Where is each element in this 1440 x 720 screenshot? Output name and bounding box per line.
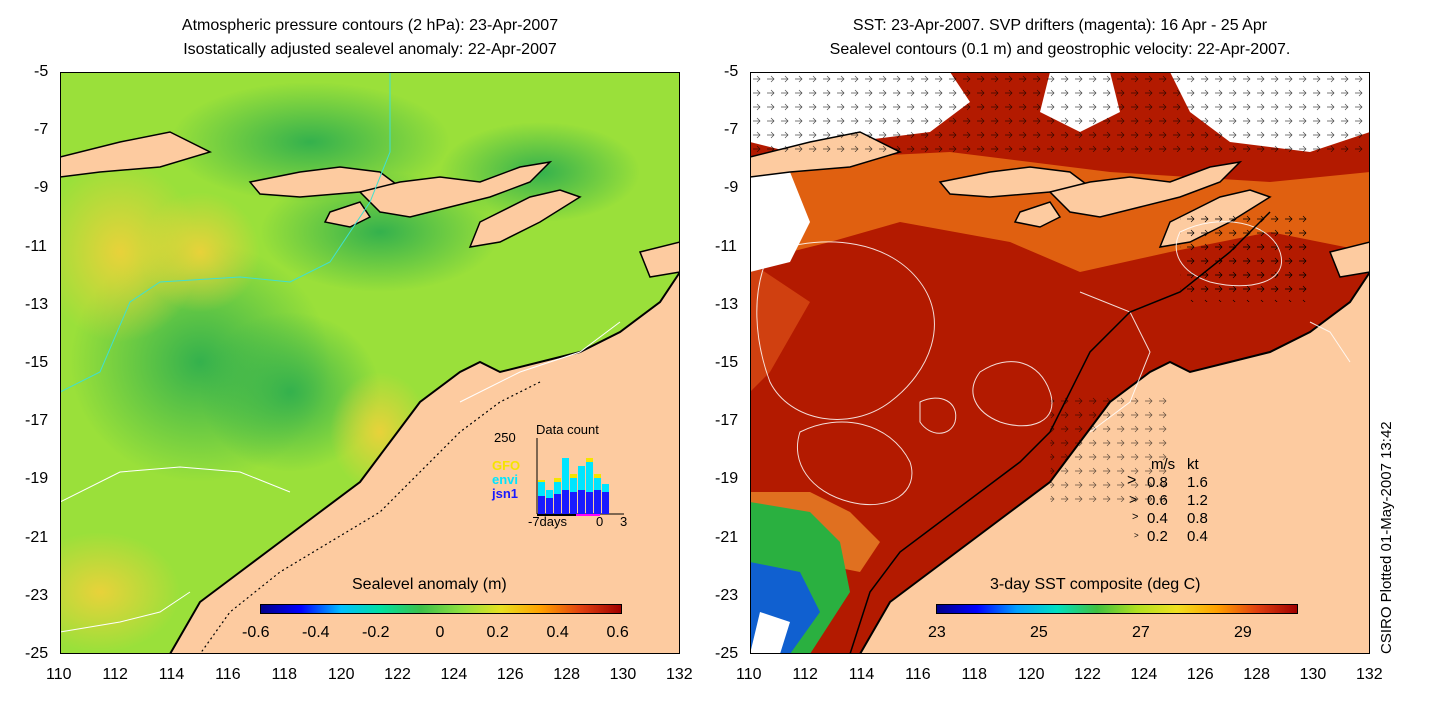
left-y-tick-label: -11	[25, 237, 47, 255]
right-x-tick-label: 130	[1299, 666, 1327, 683]
left-x-tick-label: 114	[158, 666, 185, 683]
right-y-tick-label: -11	[715, 237, 737, 255]
legend-envi: envi	[492, 472, 519, 487]
left-colorbar-tick: -0.4	[302, 624, 330, 641]
right-y-tick-label: -23	[715, 586, 739, 604]
right-colorbar-tick: 25	[1030, 624, 1048, 641]
right-x-tick-label: 120	[1017, 666, 1045, 683]
left-y-tick-label: -9	[34, 179, 49, 197]
left-y-tick-label: -19	[25, 470, 49, 488]
sst-map	[750, 72, 1370, 654]
velocity-ms: 0.6	[1147, 492, 1168, 509]
left-y-tick-label: -7	[34, 121, 49, 139]
velocity-ms: 0.4	[1147, 510, 1168, 527]
inset-xlabel-start: -7days	[528, 514, 568, 529]
right-x-tick-label: 116	[905, 666, 931, 683]
left-title-line1: Atmospheric pressure contours (2 hPa): 2…	[181, 17, 559, 34]
left-colorbar-tick: 0.4	[546, 624, 569, 641]
right-y-tick-label: -25	[715, 645, 739, 662]
velocity-legend-row-3: > 0.4 0.8	[1125, 510, 1255, 528]
left-colorbar-tick: 0.2	[486, 624, 509, 641]
left-y-tick-label: -5	[34, 63, 49, 80]
left-colorbar-tick: 0.6	[606, 624, 629, 641]
left-y-tick-label: -25	[25, 645, 49, 662]
velocity-kt: 1.6	[1187, 474, 1208, 491]
left-x-tick-label: 124	[440, 666, 468, 683]
inset-xlabel-end: 3	[620, 514, 628, 529]
velocity-arrow-icon: >	[1129, 491, 1138, 507]
left-x-tick-label: 132	[666, 666, 693, 683]
left-colorbar-tick: 0	[435, 624, 445, 641]
velocity-legend-row-2: > 0.6 1.2	[1125, 491, 1255, 510]
left-x-tick-label: 128	[553, 666, 580, 683]
velocity-kt: 0.8	[1187, 510, 1208, 527]
right-colorbar-tick: 29	[1234, 624, 1252, 641]
left-y-tick-label: -15	[25, 354, 49, 371]
right-x-tick-label: 132	[1356, 666, 1383, 683]
velocity-legend: m/s kt > 0.8 1.6 > 0.6 1.2 > 0.4 0.8 > 0…	[1125, 456, 1255, 546]
right-x-tick-label: 122	[1074, 666, 1101, 683]
right-colorbar	[936, 604, 1298, 614]
data-count-inset: Data count 250 GFO envi jsn1 -7days 0 3	[490, 420, 640, 530]
velocity-arrow-icon: >	[1132, 511, 1139, 523]
left-colorbar-tick: -0.2	[362, 624, 390, 641]
velocity-ms: 0.8	[1147, 474, 1168, 491]
left-colorbar-label: Sealevel anomaly (m)	[352, 576, 507, 593]
right-x-tick-label: 126	[1186, 666, 1214, 683]
credit-label: CSIRO Plotted 01-May-2007 13:42	[1378, 421, 1395, 654]
right-x-tick-label: 128	[1243, 666, 1270, 683]
right-y-tick-label: -19	[715, 470, 739, 488]
right-x-tick-label: 124	[1130, 666, 1158, 683]
right-y-tick-label: -15	[715, 354, 739, 371]
left-x-tick-label: 120	[327, 666, 355, 683]
left-y-tick-label: -21	[25, 528, 49, 546]
legend-gfo: GFO	[492, 458, 521, 473]
right-colorbar-tick: 27	[1132, 624, 1150, 641]
right-x-tick-label: 114	[848, 666, 875, 683]
right-x-tick-label: 110	[736, 666, 762, 683]
right-y-tick-label: -9	[724, 179, 739, 197]
right-colorbar-tick: 23	[928, 624, 946, 641]
data-count-ymax: 250	[494, 430, 516, 445]
right-title-line2: Sealevel contours (0.1 m) and geostrophi…	[829, 41, 1291, 58]
left-y-tick-label: -13	[25, 295, 49, 313]
velocity-legend-row-1: > 0.8 1.6	[1125, 472, 1255, 492]
left-colorbar-tick: -0.6	[242, 624, 270, 641]
velocity-legend-row-4: > 0.2 0.4	[1125, 528, 1255, 546]
data-count-histogram	[536, 438, 624, 516]
right-y-tick-label: -17	[715, 412, 739, 430]
left-colorbar	[260, 604, 622, 614]
velocity-ms: 0.2	[1147, 528, 1168, 545]
left-x-tick-label: 110	[46, 666, 72, 683]
right-title-line1: SST: 23-Apr-2007. SVP drifters (magenta)…	[852, 17, 1268, 34]
velocity-kt: 0.4	[1187, 528, 1208, 545]
right-colorbar-label: 3-day SST composite (deg C)	[990, 576, 1201, 593]
left-x-tick-label: 116	[215, 666, 241, 683]
velocity-legend-kt-header: kt	[1187, 456, 1199, 473]
sealevel-anomaly-map	[60, 72, 680, 654]
velocity-kt: 1.2	[1187, 492, 1208, 509]
right-y-tick-label: -5	[724, 63, 739, 80]
inset-xlabel-zero: 0	[596, 514, 604, 529]
legend-jsn1: jsn1	[492, 486, 519, 501]
left-title-line2: Isostatically adjusted sealevel anomaly:…	[183, 41, 557, 58]
left-y-tick-label: -23	[25, 586, 49, 604]
left-x-tick-label: 130	[609, 666, 637, 683]
left-y-tick-label: -17	[25, 412, 49, 430]
velocity-arrow-icon: >	[1127, 472, 1137, 489]
right-x-tick-label: 118	[961, 666, 987, 683]
data-count-title: Data count	[536, 422, 599, 437]
right-x-tick-label: 112	[792, 666, 818, 683]
right-y-tick-label: -7	[724, 121, 739, 139]
right-y-tick-label: -21	[715, 528, 739, 546]
left-x-tick-label: 112	[102, 666, 128, 683]
left-x-tick-label: 118	[271, 666, 297, 683]
right-y-tick-label: -13	[715, 295, 739, 313]
velocity-arrow-icon: >	[1134, 531, 1139, 540]
left-x-tick-label: 126	[496, 666, 524, 683]
velocity-legend-ms-header: m/s	[1151, 456, 1176, 473]
left-x-tick-label: 122	[384, 666, 411, 683]
